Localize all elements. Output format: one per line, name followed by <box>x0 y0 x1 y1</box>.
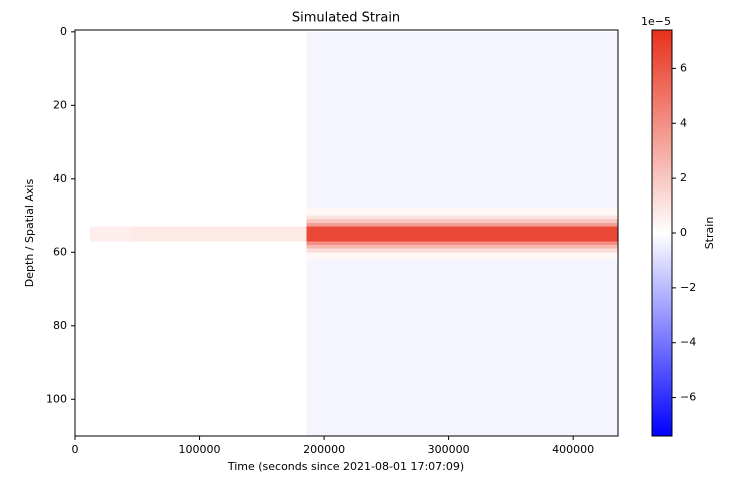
x-tick-label: 100000 <box>179 443 221 456</box>
heatmap-cell <box>89 222 132 227</box>
heatmap-cell <box>131 219 307 223</box>
y-tick-label: 60 <box>53 245 67 258</box>
colorbar-offset: 1e−5 <box>641 15 671 28</box>
heatmap-cell <box>131 226 307 242</box>
heatmap-cell <box>89 208 132 216</box>
colorbar-tick-label: 4 <box>680 116 687 129</box>
heatmap-cell <box>306 222 618 227</box>
colorbar <box>651 29 673 437</box>
heatmap-cell <box>75 222 90 227</box>
chart-title: Simulated Strain <box>292 11 400 26</box>
heatmap-cell <box>306 219 618 223</box>
y-tick-label: 100 <box>46 392 67 405</box>
y-tick-label: 80 <box>53 319 67 332</box>
heatmap-cell <box>89 241 132 245</box>
colorbar-tick-label: 0 <box>680 226 687 239</box>
heatmap-cell <box>131 244 307 249</box>
heatmap-cell <box>131 248 307 253</box>
heatmap-cell <box>306 248 618 253</box>
heatmap-cell <box>306 252 618 260</box>
y-tick-label: 20 <box>53 98 67 111</box>
heatmap-cell <box>89 248 132 253</box>
heatmap-cell <box>131 215 307 220</box>
heatmap-cell <box>89 252 132 260</box>
heatmap-cell <box>131 241 307 245</box>
heatmap-cell <box>306 208 618 216</box>
heatmap-cell <box>131 208 307 216</box>
heatmap-cell <box>75 252 90 260</box>
heatmap-cell <box>306 31 618 209</box>
plot-frame <box>74 29 619 437</box>
heatmap-cell <box>306 259 618 436</box>
x-tick-label: 300000 <box>428 443 470 456</box>
y-tick-label: 40 <box>53 172 67 185</box>
colorbar-tick-label: −6 <box>680 391 696 404</box>
heatmap-cell <box>89 219 132 223</box>
heatmap-cell <box>306 244 618 249</box>
colorbar-tick-label: −2 <box>680 281 696 294</box>
heatmap-cell <box>89 244 132 249</box>
heatmap-cell <box>75 226 90 242</box>
heatmap-cell <box>131 31 307 209</box>
heatmap-cell <box>131 259 307 436</box>
colorbar-tick-label: 6 <box>680 61 687 74</box>
y-tick-label: 0 <box>60 25 67 38</box>
heatmap-cell <box>75 31 90 209</box>
heatmap-cell <box>306 226 618 242</box>
heatmap-cell <box>75 241 90 245</box>
heatmap-cell <box>75 244 90 249</box>
heatmap-cell <box>306 215 618 220</box>
x-tick-label: 400000 <box>552 443 594 456</box>
x-axis-label: Time (seconds since 2021-08-01 17:07:09) <box>227 460 464 473</box>
colorbar-tick-label: −4 <box>680 336 696 349</box>
colorbar-label: Strain <box>703 217 716 250</box>
y-axis-label: Depth / Spatial Axis <box>23 179 36 288</box>
x-tick-label: 0 <box>72 443 79 456</box>
heatmap-cell <box>306 241 618 245</box>
heatmap-cell <box>75 208 90 216</box>
heatmap-cell <box>75 248 90 253</box>
heatmap-cell <box>131 252 307 260</box>
heatmap-cell <box>89 31 132 209</box>
heatmap-cell <box>89 259 132 436</box>
heatmap-cell <box>89 226 132 242</box>
heatmap-cell <box>75 259 90 436</box>
heatmap-cell <box>75 215 90 220</box>
heatmap-cell <box>131 222 307 227</box>
x-tick-label: 200000 <box>303 443 345 456</box>
heatmap-cell <box>75 219 90 223</box>
heatmap-cell <box>89 215 132 220</box>
colorbar-tick-label: 2 <box>680 171 687 184</box>
